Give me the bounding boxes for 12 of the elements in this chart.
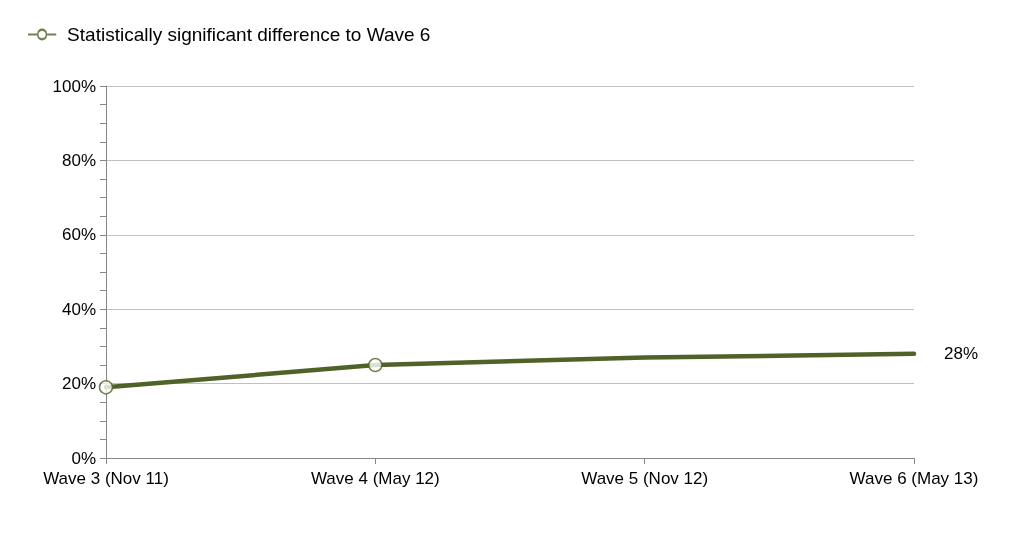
y-tick-label: 60% [61, 225, 96, 245]
x-tick-label: Wave 3 (Nov 11) [43, 469, 169, 488]
y-tick-label: 80% [61, 150, 96, 170]
data-label: 28% [944, 344, 979, 364]
legend-label: Statistically significant difference to Wave 6 [67, 24, 431, 45]
x-tick-label: Wave 6 (May 13) [849, 469, 979, 488]
y-tick-label: 0% [71, 448, 96, 468]
y-tick-label: 100% [52, 76, 96, 96]
x-tick-label: Wave 5 (Nov 12) [581, 469, 709, 488]
y-tick-label: 40% [61, 299, 96, 319]
x-tick-label: Wave 4 (May 12) [310, 469, 440, 488]
y-tick-label: 20% [61, 374, 96, 394]
